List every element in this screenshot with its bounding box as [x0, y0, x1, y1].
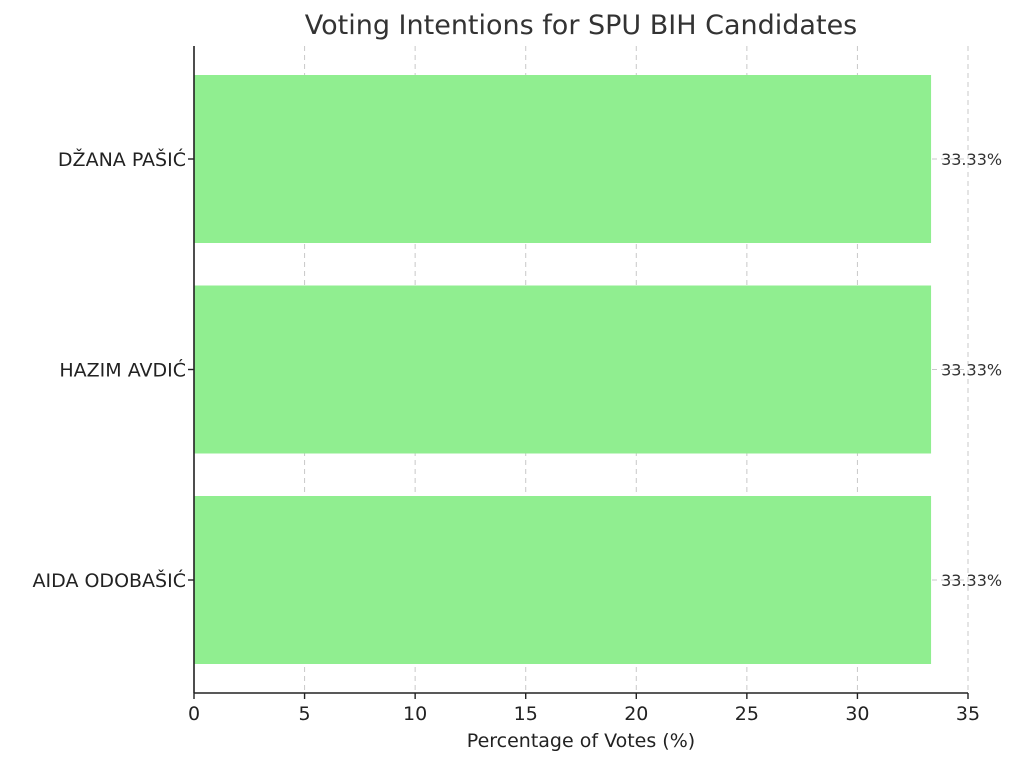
bar-1 [194, 285, 932, 454]
data-labels: 33.33% 33.33% 33.33% [941, 150, 1002, 590]
x-tick-label-2: 10 [403, 703, 427, 725]
x-ticks: 0 5 10 15 20 25 30 35 [188, 693, 980, 725]
category-label-2: DŽANA PAŠIĆ [58, 147, 186, 171]
bar-2 [194, 75, 932, 243]
category-label-1: HAZIM AVDIĆ [59, 358, 186, 382]
chart-title: Voting Intentions for SPU BIH Candidates [305, 10, 858, 41]
x-tick-label-4: 20 [624, 703, 648, 725]
x-tick-label-6: 30 [845, 703, 869, 725]
x-tick-label-3: 15 [514, 703, 538, 725]
data-label-2: 33.33% [941, 150, 1002, 169]
bars [194, 75, 932, 664]
category-label-0: AIDA ODOBAŠIĆ [33, 568, 186, 592]
x-tick-label-1: 5 [299, 703, 311, 725]
bar-0 [194, 496, 932, 664]
data-label-1: 33.33% [941, 361, 1002, 380]
data-label-0: 33.33% [941, 571, 1002, 590]
x-tick-label-0: 0 [188, 703, 200, 725]
x-axis-label: Percentage of Votes (%) [467, 730, 695, 752]
x-tick-label-5: 25 [735, 703, 759, 725]
x-tick-label-7: 35 [956, 703, 980, 725]
category-labels: AIDA ODOBAŠIĆ HAZIM AVDIĆ DŽANA PAŠIĆ [33, 147, 194, 592]
